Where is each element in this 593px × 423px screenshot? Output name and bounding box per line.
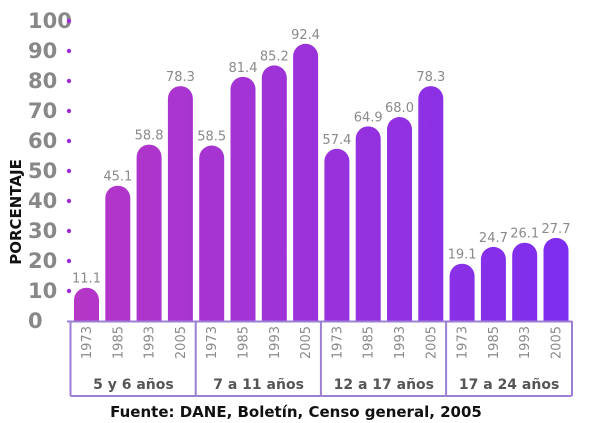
y-axis-tick-labels: 0 10 20 30 40 50 60 70 80 90 100 — [28, 9, 72, 333]
bar — [418, 86, 444, 321]
bar — [261, 65, 287, 322]
data-label: 45.1 — [103, 170, 132, 185]
y-tick-label: 90 — [28, 39, 57, 63]
data-label: 26.1 — [510, 227, 539, 242]
data-label: 81.4 — [229, 61, 258, 76]
x-tick-label: 2005 — [174, 326, 189, 359]
data-label: 85.2 — [260, 49, 289, 64]
data-label: 92.4 — [291, 28, 320, 43]
data-label: 78.3 — [166, 70, 195, 85]
y-tick-label: 10 — [28, 279, 57, 303]
x-tick-label: 1993 — [268, 326, 283, 359]
y-tick-label: 0 — [28, 309, 43, 333]
x-tick-label: 1985 — [237, 326, 252, 359]
bar — [543, 237, 569, 321]
data-label: 19.1 — [448, 248, 477, 263]
y-tick-label: 80 — [28, 69, 57, 93]
y-tick-label: 100 — [28, 9, 72, 33]
y-axis-dots — [66, 18, 72, 294]
x-axis — [67, 320, 573, 397]
data-label: 58.5 — [197, 130, 226, 145]
data-label: 58.8 — [135, 129, 164, 144]
y-tick-dot — [66, 18, 72, 24]
data-label: 27.7 — [542, 222, 571, 237]
bar — [324, 148, 350, 321]
y-tick-dot — [66, 168, 72, 174]
y-tick-dot — [66, 108, 72, 114]
group-label: 12 a 17 años — [334, 377, 434, 393]
bar — [167, 86, 193, 321]
bars — [74, 43, 569, 322]
bar — [355, 126, 381, 321]
bar — [480, 246, 506, 321]
x-tick-label: 1993 — [518, 326, 533, 359]
y-tick-dot — [66, 138, 72, 144]
y-tick-label: 40 — [28, 189, 57, 213]
group-labels: 5 y 6 años 7 a 11 años 12 a 17 años 17 a 24… — [93, 377, 559, 393]
bar — [387, 116, 412, 321]
x-tick-label: 1985 — [487, 326, 502, 359]
x-tick-label: 1973 — [456, 326, 471, 359]
x-axis-tick-labels: 1973 1985 1993 2005 1973 1985 1993 2005 1973 1985… — [80, 326, 565, 359]
y-tick-label: 30 — [28, 219, 57, 243]
bar — [136, 144, 162, 321]
y-axis-title: PORCENTAJE — [7, 159, 25, 265]
y-tick-label: 60 — [28, 129, 57, 153]
y-tick-dot — [66, 78, 72, 84]
data-label: 24.7 — [479, 231, 508, 246]
x-tick-label: 2005 — [299, 326, 314, 359]
y-tick-label: 50 — [28, 159, 57, 183]
x-tick-label: 1973 — [205, 326, 220, 359]
source-note: Fuente: DANE, Boletín, Censo general, 20… — [110, 403, 482, 421]
x-tick-label: 1973 — [80, 326, 95, 359]
data-label: 78.3 — [416, 70, 445, 85]
y-tick-dot — [66, 258, 72, 264]
x-tick-label: 1993 — [143, 326, 158, 359]
y-tick-dot — [66, 228, 72, 234]
x-tick-label: 1973 — [330, 326, 345, 359]
bar — [74, 287, 99, 321]
x-tick-label: 2005 — [424, 326, 439, 359]
data-label: 57.4 — [322, 133, 351, 148]
group-label: 17 a 24 años — [459, 377, 559, 393]
x-tick-label: 1993 — [393, 326, 408, 359]
bar — [105, 185, 131, 321]
data-label: 64.9 — [354, 110, 383, 125]
y-tick-dot — [66, 198, 72, 204]
bar — [512, 242, 538, 321]
data-label: 68.0 — [385, 101, 414, 116]
y-tick-dot — [66, 48, 72, 54]
data-labels: 11.1 45.1 58.8 78.3 58.5 81.485.292.4 57.464.9… — [72, 28, 570, 287]
data-label: 11.1 — [72, 272, 101, 287]
x-tick-label: 2005 — [550, 326, 565, 359]
y-tick-label: 20 — [28, 249, 57, 273]
group-label: 7 a 11 años — [213, 377, 304, 393]
x-tick-label: 1985 — [362, 326, 377, 359]
bar — [449, 263, 475, 321]
y-tick-dot — [66, 288, 72, 294]
bar — [230, 76, 256, 321]
bar — [293, 43, 319, 322]
group-label: 5 y 6 años — [93, 377, 174, 393]
bar — [199, 145, 225, 321]
y-tick-label: 70 — [28, 99, 57, 123]
x-tick-label: 1985 — [111, 326, 126, 359]
